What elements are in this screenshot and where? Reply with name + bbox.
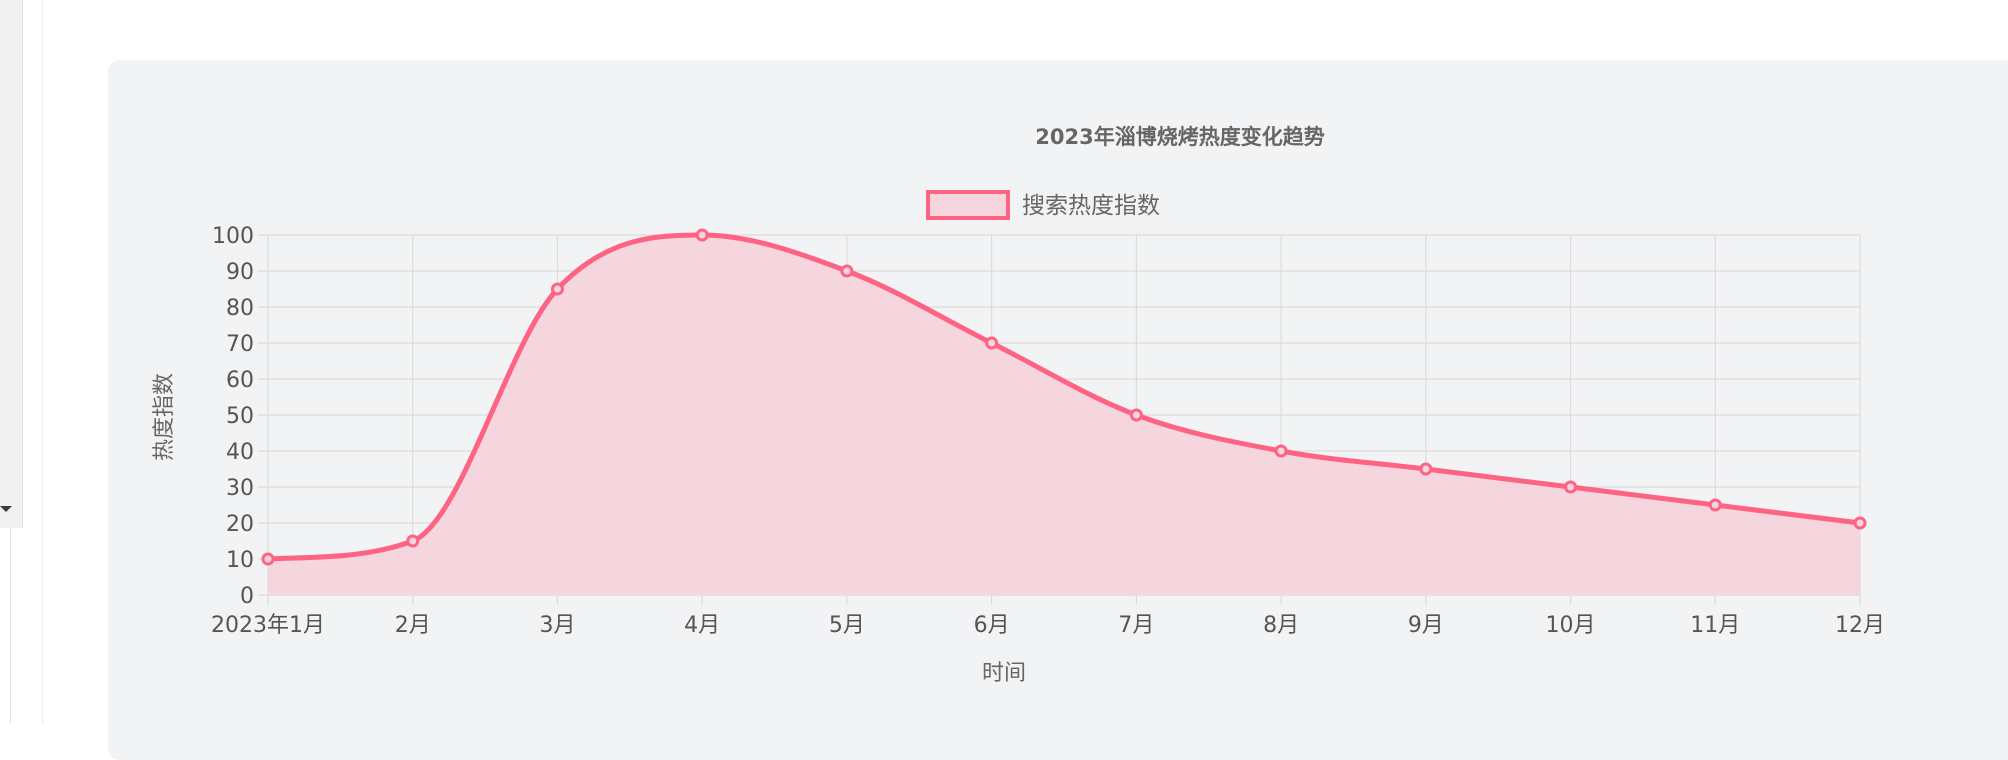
gutter-divider xyxy=(42,0,43,724)
data-point xyxy=(695,228,709,242)
data-point xyxy=(261,552,275,566)
x-tick-label: 2023年1月 xyxy=(211,613,325,638)
left-panel-strip xyxy=(0,0,23,528)
data-point xyxy=(406,534,420,548)
data-point xyxy=(550,282,564,296)
x-axis-ticks: 2023年1月 2月 3月 4月 5月 6月 7月 8月 9月 10月 11月 12月 xyxy=(211,613,1885,638)
y-tick-label: 20 xyxy=(226,512,254,537)
x-tick-label: 6月 xyxy=(974,613,1010,638)
data-point xyxy=(1419,462,1433,476)
y-tick-label: 30 xyxy=(226,476,254,501)
data-point xyxy=(1853,516,1867,530)
x-axis-title: 时间 xyxy=(982,661,1026,686)
legend-label: 搜索热度指数 xyxy=(1022,193,1160,219)
x-tick-label: 4月 xyxy=(684,613,720,638)
x-tick-label: 3月 xyxy=(539,613,575,638)
left-panel-lower xyxy=(0,528,11,724)
y-tick-label: 80 xyxy=(226,296,254,321)
data-point xyxy=(1564,480,1578,494)
chart-title: 2023年淄博烧烤热度变化趋势 xyxy=(1035,125,1324,149)
data-point xyxy=(985,336,999,350)
y-tick-label: 50 xyxy=(226,404,254,429)
x-tick-label: 9月 xyxy=(1408,613,1444,638)
y-tick-label: 90 xyxy=(226,260,254,285)
data-points xyxy=(261,228,1867,566)
y-tick-label: 10 xyxy=(226,548,254,573)
y-tick-label: 0 xyxy=(240,584,254,609)
data-point xyxy=(1708,498,1722,512)
y-tick-label: 100 xyxy=(212,224,254,249)
series-area-fill xyxy=(268,235,1860,595)
x-tick-label: 11月 xyxy=(1690,613,1740,638)
legend[interactable]: 搜索热度指数 xyxy=(926,190,1160,220)
data-point xyxy=(1129,408,1143,422)
data-point xyxy=(1274,444,1288,458)
x-tick-label: 2月 xyxy=(395,613,431,638)
data-point xyxy=(840,264,854,278)
legend-swatch xyxy=(926,190,1010,220)
x-tick-label: 8月 xyxy=(1263,613,1299,638)
x-tick-label: 7月 xyxy=(1118,613,1154,638)
y-tick-label: 60 xyxy=(226,368,254,393)
x-tick-label: 10月 xyxy=(1546,613,1596,638)
y-tick-label: 70 xyxy=(226,332,254,357)
y-axis-ticks: 0 10 20 30 40 50 60 70 80 90 100 xyxy=(212,224,254,609)
y-axis-title: 热度指数 xyxy=(152,373,177,461)
chart-card: 2023年淄博烧烤热度变化趋势 搜索热度指数 0 10 20 30 40 50 60 70 80… xyxy=(108,60,2008,760)
dropdown-arrow-icon[interactable] xyxy=(0,506,12,512)
x-tick-label: 12月 xyxy=(1835,613,1885,638)
y-tick-label: 40 xyxy=(226,440,254,465)
series-line xyxy=(267,232,1861,562)
chart-canvas: 2023年淄博烧烤热度变化趋势 搜索热度指数 0 10 20 30 40 50 60 70 80… xyxy=(152,125,1885,686)
x-tick-label: 5月 xyxy=(829,613,865,638)
